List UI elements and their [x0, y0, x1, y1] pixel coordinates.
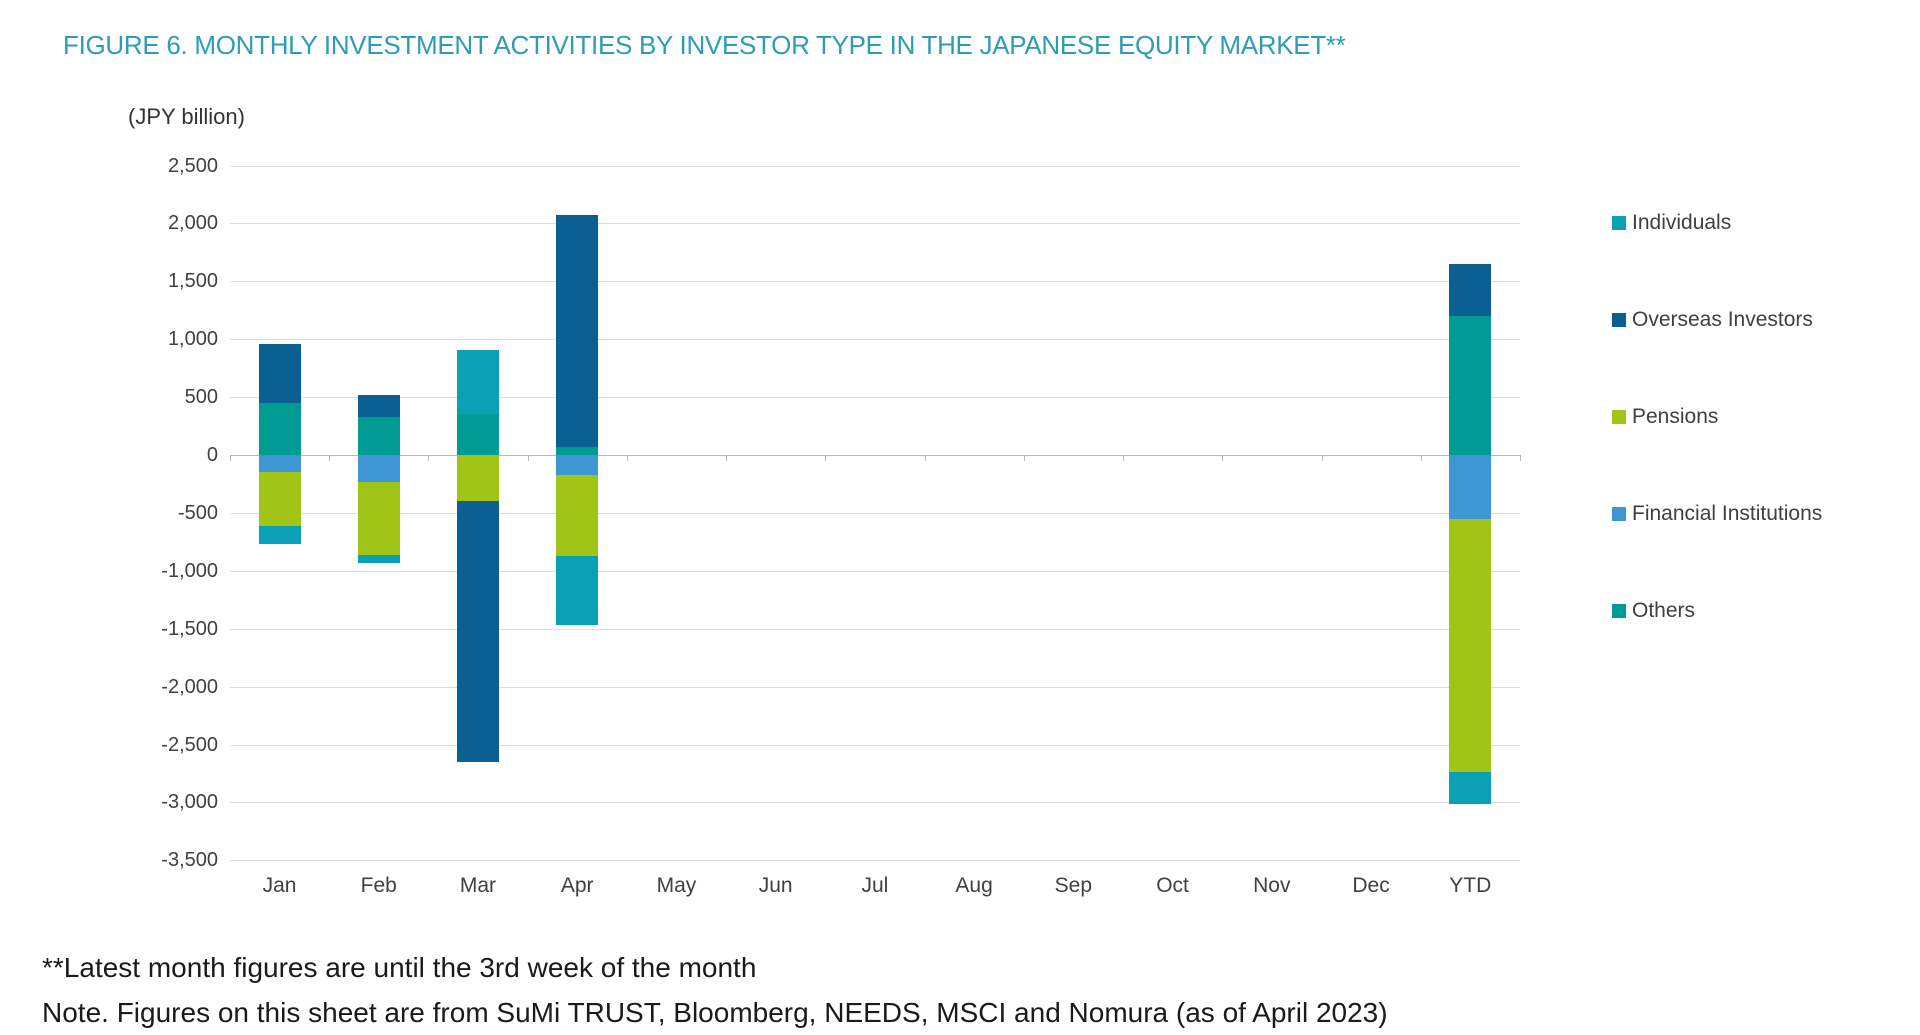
gridline-neg-1000	[230, 570, 1520, 572]
gridline-2500	[230, 165, 1520, 167]
x-tick-label-nov: Nov	[1253, 874, 1291, 897]
legend-label-pensions: Pensions	[1632, 405, 1719, 428]
bar-feb-financial-institutions	[357, 455, 400, 482]
x-tick-label-oct: Oct	[1156, 874, 1189, 897]
x-tick-label-jan: Jan	[262, 874, 297, 897]
x-tick-label-ytd: YTD	[1449, 874, 1492, 897]
y-tick-label-2500: 2,500	[167, 154, 218, 177]
legend-label-individuals: Individuals	[1632, 211, 1732, 234]
axis-tick-13	[1520, 455, 1521, 461]
legend-item-financial-institutions: Financial Institutions	[1612, 502, 1822, 526]
x-tick-label-mar: Mar	[459, 874, 497, 897]
y-tick-label-neg-3500: -3,500	[161, 849, 218, 872]
bar-ytd-pensions	[1449, 518, 1492, 773]
bar-apr-overseas-investors	[556, 215, 599, 447]
axis-tick-1	[329, 455, 331, 461]
axis-tick-3	[527, 455, 529, 461]
axis-tick-8	[1023, 455, 1025, 461]
legend-swatch-overseas-investors	[1612, 313, 1626, 327]
y-tick-label-neg-2500: -2,500	[161, 733, 218, 756]
axis-tick-10	[1222, 455, 1224, 461]
y-tick-label-2000: 2,000	[167, 212, 218, 235]
bar-ytd-others	[1449, 316, 1492, 455]
x-tick-label-apr: Apr	[560, 874, 594, 897]
x-tick-label-may: May	[656, 874, 697, 897]
legend-label-others: Others	[1632, 599, 1696, 622]
bar-ytd-individuals	[1449, 772, 1492, 804]
legend-swatch-pensions	[1612, 410, 1626, 424]
legend-swatch-individuals	[1612, 216, 1626, 230]
figure-title: FIGURE 6. MONTHLY INVESTMENT ACTIVITIES …	[63, 30, 1346, 60]
legend-item-others: Others	[1612, 599, 1695, 623]
footnote-latest-month: **Latest month figures are until the 3rd…	[42, 952, 757, 983]
gridline-neg-500	[230, 512, 1520, 514]
axis-tick-9	[1123, 455, 1125, 461]
gridline-neg-1500	[230, 628, 1520, 630]
y-tick-label-0: 0	[206, 444, 218, 466]
y-tick-label-1500: 1,500	[167, 270, 218, 293]
bar-jan-others	[258, 402, 301, 455]
gridline-500	[230, 397, 1520, 399]
bar-jan-pensions	[258, 472, 301, 526]
bar-mar-individuals	[457, 349, 500, 415]
axis-tick-2	[428, 455, 430, 461]
y-tick-label-neg-1500: -1,500	[161, 617, 218, 640]
bar-apr-financial-institutions	[556, 455, 599, 475]
axis-tick-0	[230, 455, 231, 461]
bar-apr-pensions	[556, 474, 599, 556]
bar-mar-pensions	[457, 455, 500, 502]
bar-ytd-overseas-investors	[1449, 263, 1492, 317]
axis-tick-6	[825, 455, 827, 461]
bar-feb-individuals	[357, 554, 400, 563]
gridline-neg-2000	[230, 686, 1520, 688]
axis-tick-4	[626, 455, 628, 461]
legend-item-individuals: Individuals	[1612, 211, 1731, 235]
x-tick-label-jun: Jun	[758, 874, 793, 897]
y-tick-label-neg-1000: -1,000	[161, 559, 218, 582]
bar-apr-individuals	[556, 555, 599, 626]
bar-jan-individuals	[258, 525, 301, 545]
bar-jan-overseas-investors	[258, 343, 301, 403]
gridline-neg-3000	[230, 802, 1520, 804]
footnote-source: Note. Figures on this sheet are from SuM…	[42, 997, 1388, 1028]
x-tick-label-jul: Jul	[861, 874, 889, 897]
gridline-1500	[230, 281, 1520, 283]
y-tick-label-neg-500: -500	[177, 501, 218, 524]
axis-tick-7	[924, 455, 926, 461]
bar-mar-others	[457, 414, 500, 455]
legend-swatch-financial-institutions	[1612, 507, 1626, 521]
bar-jan-financial-institutions	[258, 455, 301, 473]
gridline-1000	[230, 339, 1520, 341]
gridline-0	[230, 455, 1520, 456]
bar-apr-others	[556, 446, 599, 455]
legend-item-overseas-investors: Overseas Investors	[1612, 308, 1813, 332]
axis-tick-12	[1420, 455, 1422, 461]
bar-ytd-financial-institutions	[1449, 455, 1492, 519]
y-tick-label-neg-3000: -3,000	[161, 791, 218, 814]
bar-feb-others	[357, 416, 400, 455]
bar-feb-pensions	[357, 481, 400, 555]
bar-mar-overseas-investors	[457, 501, 500, 762]
y-tick-label-neg-2000: -2,000	[161, 675, 218, 698]
gridline-2000	[230, 223, 1520, 225]
axis-tick-5	[726, 455, 728, 461]
x-tick-label-aug: Aug	[955, 874, 993, 897]
x-tick-label-sep: Sep	[1054, 874, 1093, 897]
axis-tick-11	[1321, 455, 1323, 461]
gridline-neg-2500	[230, 744, 1520, 746]
gridline-neg-3500	[230, 860, 1520, 862]
legend-label-financial-institutions: Financial Institutions	[1632, 502, 1823, 525]
x-tick-label-dec: Dec	[1352, 874, 1390, 897]
y-tick-label-500: 500	[184, 386, 218, 409]
legend-item-pensions: Pensions	[1612, 405, 1718, 429]
legend-label-overseas-investors: Overseas Investors	[1632, 308, 1813, 331]
legend-swatch-others	[1612, 604, 1626, 618]
bar-feb-overseas-investors	[357, 394, 400, 417]
axis-unit-label: (JPY billion)	[128, 104, 245, 129]
x-tick-label-feb: Feb	[360, 874, 397, 897]
y-tick-label-1000: 1,000	[167, 328, 218, 351]
